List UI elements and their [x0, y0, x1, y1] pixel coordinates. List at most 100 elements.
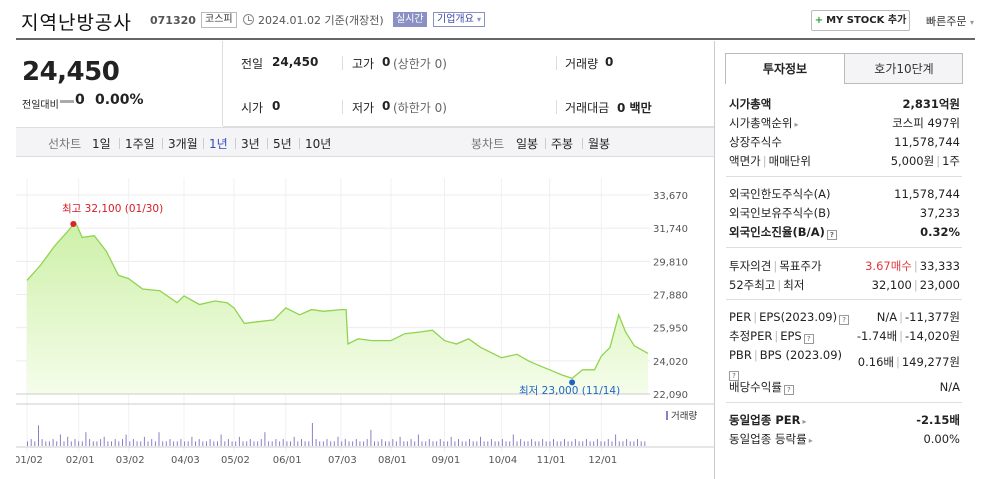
divider [223, 126, 714, 127]
chevron-down-icon: ▾ [969, 18, 974, 27]
volume-bar [293, 436, 295, 446]
separator: | [753, 348, 758, 362]
candle-period-button[interactable]: 주봉 [551, 137, 574, 151]
volume-bar [89, 439, 91, 446]
eps-value: -11,377원 [905, 310, 960, 324]
volume-bar [140, 441, 142, 446]
market-cap-rank-label[interactable]: 시가총액순위 ▸ [729, 114, 799, 134]
volume-bar [421, 441, 423, 446]
volume-bar [633, 441, 635, 446]
volume-bar [461, 441, 463, 446]
volume-bar [534, 441, 536, 446]
period-button[interactable]: 10년 [305, 137, 332, 151]
volume-bar [290, 441, 291, 446]
candle-period-button[interactable]: 월봉 [588, 137, 611, 151]
volume-bar [195, 441, 196, 446]
help-icon[interactable]: ? [783, 385, 794, 395]
volume-bar [206, 441, 207, 446]
help-icon[interactable]: ? [729, 371, 739, 381]
x-tick-label: 05/02 [221, 455, 250, 466]
separator: | [936, 154, 941, 168]
market-cap-value: 2,831억원 [902, 97, 960, 111]
company-overview-button[interactable]: 기업개요 ▾ [433, 12, 486, 27]
volume-bar [220, 434, 222, 446]
divider [726, 176, 962, 177]
volume-bar [176, 441, 178, 446]
volume-bar [363, 441, 365, 446]
volume-bar [319, 441, 321, 446]
pbr-label: PBR [729, 348, 752, 362]
sector-change-text: 동일업종 등락률 [729, 432, 807, 446]
y-tick-label: 22,090 [653, 390, 688, 401]
per-row: PER | EPS(2023.09)? N/A | -11,377원 [729, 308, 960, 326]
est-per-value: -1.74배 [856, 329, 898, 343]
help-icon[interactable]: ? [803, 334, 814, 344]
volume-bar [626, 439, 628, 446]
divider [726, 299, 962, 300]
volume-bar [458, 439, 459, 446]
volume-bar [571, 441, 573, 446]
sector-per-text: 동일업종 PER [729, 413, 801, 427]
high-value: 0 [382, 55, 391, 69]
sector-change-value: 0.00% [923, 432, 960, 446]
volume-bar [538, 441, 540, 446]
volume-bar [118, 441, 120, 446]
volume-bar [381, 439, 383, 446]
open-value: 0 [272, 99, 281, 113]
volume-bar [417, 434, 419, 446]
volume-bar [103, 436, 105, 446]
divider [342, 100, 343, 114]
volume-bar [322, 441, 324, 446]
volume-bar [436, 441, 438, 446]
pbr-row: PBR | BPS (2023.09)? 0.16배 | 149,277원 [729, 346, 960, 381]
est-eps-value: -14,020원 [905, 329, 960, 343]
volume-bar [454, 441, 456, 446]
sector-per-label[interactable]: 동일업종 PER ▸ [729, 411, 806, 431]
market-cap-rank-row: 시가총액순위 ▸ 코스피 497위 [729, 114, 960, 132]
realtime-badge[interactable]: 실시간 [393, 12, 427, 27]
help-icon[interactable]: ? [826, 230, 837, 240]
tab-orderbook[interactable]: 호가10단계 [874, 62, 934, 76]
help-icon[interactable]: ? [839, 315, 850, 325]
y-tick-label: 31,740 [653, 224, 688, 235]
tab-invest-info[interactable]: 투자정보 [726, 54, 845, 84]
volume-bar [59, 434, 61, 446]
bps-value: 149,277원 [901, 355, 960, 369]
est-eps-label: EPS [780, 329, 802, 343]
period-button[interactable]: 1주일 [125, 137, 155, 151]
high-annotation: 최고 32,100 (01/30) [62, 203, 163, 215]
volume-bar [593, 441, 595, 446]
foreign-ratio-label: 외국인소진율(B/A) [729, 225, 825, 239]
volume-bar [640, 441, 642, 446]
period-button[interactable]: 1년 [209, 137, 228, 151]
volume-bar [227, 439, 229, 446]
separator: | [774, 329, 779, 343]
volume-bar [132, 439, 134, 446]
volume-bar [527, 441, 529, 446]
volume-bar [326, 439, 328, 446]
candle-period-button[interactable]: 일봉 [516, 137, 539, 151]
separator: | [753, 310, 758, 324]
period-button[interactable]: 5년 [273, 137, 292, 151]
volume-bar [333, 441, 335, 446]
quick-order-button[interactable]: 빠른주문 ▾ [926, 13, 974, 29]
period-button[interactable]: 3년 [241, 137, 260, 151]
target-price-label: 목표주가 [779, 259, 822, 273]
volume-bar [330, 441, 332, 446]
x-tick-label: 04/03 [171, 455, 200, 466]
volume-bar [209, 439, 211, 446]
face-value-row: 액면가 | 매매단위 5,000원 | 1주 [729, 152, 960, 170]
volume-bar [231, 441, 233, 446]
sector-change-label[interactable]: 동일업종 등락률 ▸ [729, 430, 813, 450]
y-tick-label: 25,950 [653, 324, 688, 335]
my-stock-add-button[interactable]: + MY STOCK 추가 [811, 10, 910, 31]
period-button[interactable]: 3개월 [168, 137, 198, 151]
volume-bar [202, 441, 204, 446]
arrow-right-icon: ▸ [808, 436, 813, 445]
volume-bar [74, 439, 76, 446]
volume-bar [611, 441, 613, 446]
y-tick-label: 29,810 [653, 257, 688, 268]
volume-bar [600, 441, 602, 446]
chevron-down-icon: ▾ [477, 15, 482, 24]
period-button[interactable]: 1일 [92, 137, 111, 151]
